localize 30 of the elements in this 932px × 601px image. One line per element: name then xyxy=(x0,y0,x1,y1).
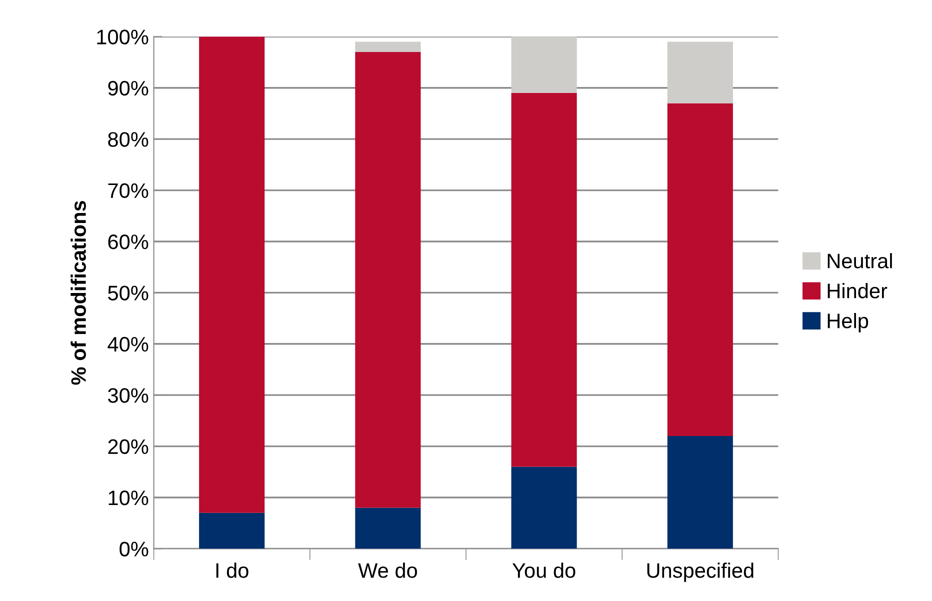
x-tick-label: You do xyxy=(512,562,576,578)
bar xyxy=(667,436,733,549)
bar xyxy=(667,103,733,436)
y-tick-label: 40% xyxy=(108,336,148,352)
y-tick-label: 80% xyxy=(108,132,148,147)
bar xyxy=(667,42,733,104)
y-tick-label: 60% xyxy=(108,234,148,250)
y-tick-label: 0% xyxy=(120,542,148,556)
bar xyxy=(511,36,577,93)
y-tick-label: 90% xyxy=(108,80,148,96)
y-axis-title: % of modifications xyxy=(70,200,86,385)
x-tick-label: Unspecified xyxy=(647,562,754,582)
bar xyxy=(355,42,421,52)
y-tick-label: 10% xyxy=(108,490,148,506)
y-tick-label: 70% xyxy=(108,183,148,198)
bar xyxy=(355,52,421,508)
legend-label: Neutral xyxy=(828,253,892,268)
bar xyxy=(199,512,265,549)
bar xyxy=(355,508,421,549)
y-tick-label: 20% xyxy=(108,439,148,454)
bar xyxy=(511,92,577,467)
x-tick-label: We do xyxy=(358,562,417,578)
x-tick-label: I do xyxy=(216,562,248,578)
y-tick-label: 50% xyxy=(108,286,148,300)
bar xyxy=(511,466,577,549)
y-tick-label: 100% xyxy=(97,30,148,44)
bar xyxy=(199,36,265,513)
y-tick-label: 30% xyxy=(108,388,148,403)
legend-label: Hinder xyxy=(828,283,888,298)
legend-label: Help xyxy=(828,312,868,332)
